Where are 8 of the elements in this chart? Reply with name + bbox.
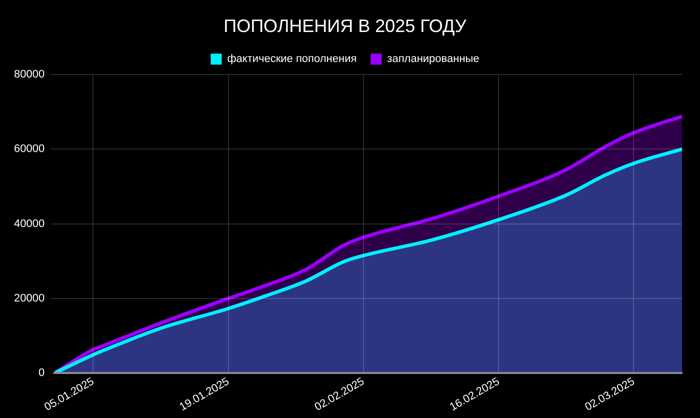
y-tick-label: 60000 — [14, 143, 45, 156]
legend-label: фактические пополнения — [227, 53, 357, 66]
y-tick-label: 40000 — [14, 218, 45, 230]
legend-label: запланированные — [387, 53, 480, 66]
y-tick-label: 0 — [38, 367, 45, 380]
y-tick-label: 80000 — [14, 68, 45, 81]
y-tick-label: 20000 — [14, 292, 45, 304]
chart-title: ПОПОЛНЕНИЯ В 2025 ГОДУ — [224, 16, 467, 36]
